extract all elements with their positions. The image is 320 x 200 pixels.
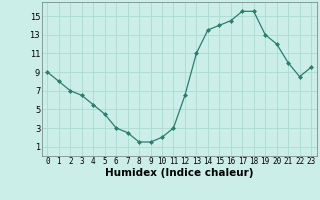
- X-axis label: Humidex (Indice chaleur): Humidex (Indice chaleur): [105, 168, 253, 178]
